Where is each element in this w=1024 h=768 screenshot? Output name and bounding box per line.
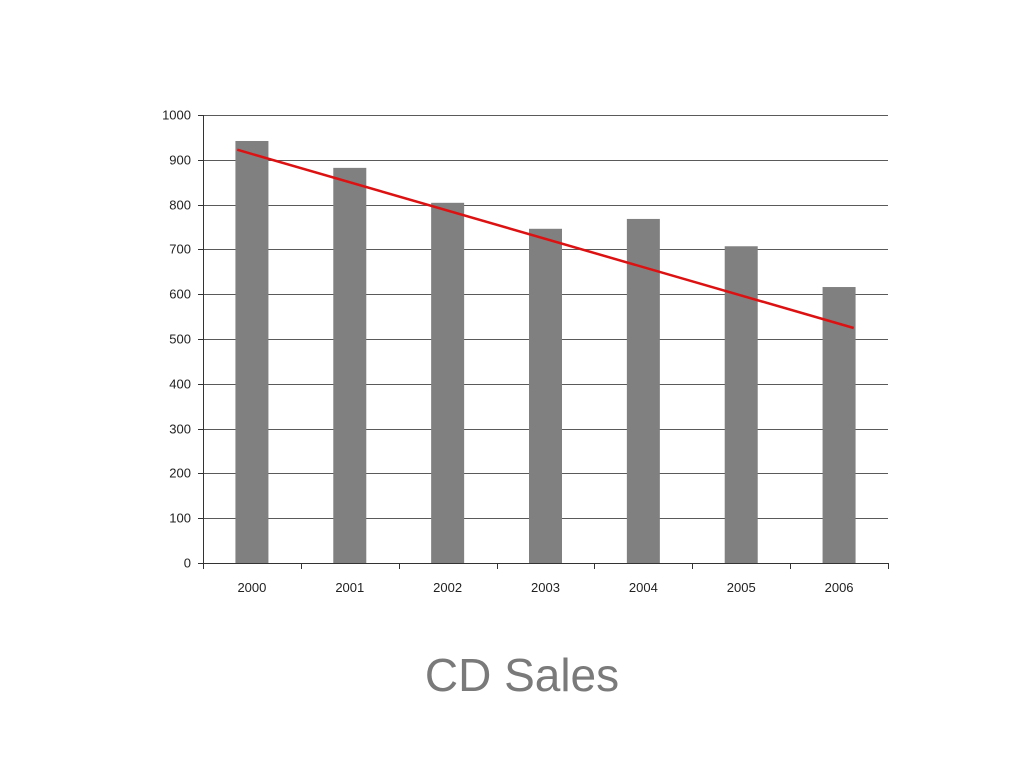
y-tick-label: 400 xyxy=(169,377,191,392)
y-tick-label: 700 xyxy=(169,242,191,257)
x-tick-label: 2006 xyxy=(825,580,854,595)
bars xyxy=(235,140,856,564)
cd-sales-bar-chart: 0 100 200 300 400 500 600 700 800 900 1000 2000 2001… xyxy=(162,108,889,596)
x-tick-label: 2003 xyxy=(531,580,560,595)
bar-2001 xyxy=(333,167,367,563)
bar-2002 xyxy=(431,202,465,564)
y-tick-label: 300 xyxy=(169,422,191,437)
y-tick-label: 900 xyxy=(169,153,191,168)
x-tick-label: 2000 xyxy=(237,580,266,595)
x-tick-label: 2004 xyxy=(629,580,658,595)
bar-2004 xyxy=(626,218,660,563)
x-tick-label: 2005 xyxy=(727,580,756,595)
bar-2005 xyxy=(724,246,758,563)
bar-2006 xyxy=(822,287,856,563)
y-tick-label: 500 xyxy=(169,332,191,347)
y-tick-label: 0 xyxy=(184,556,191,571)
trendline-group xyxy=(236,148,855,330)
x-tick-label: 2002 xyxy=(433,580,462,595)
y-tick-label: 200 xyxy=(169,466,191,481)
y-tick-label: 1000 xyxy=(162,108,191,123)
trendline xyxy=(236,148,855,330)
slide-title: CD Sales xyxy=(424,649,620,701)
x-tick-label: 2001 xyxy=(335,580,364,595)
tick-labels: 0 100 200 300 400 500 600 700 800 900 1000 2000 2001… xyxy=(162,108,853,596)
y-tick-label: 100 xyxy=(169,511,191,526)
y-tick-label: 600 xyxy=(169,287,191,302)
bar-2000 xyxy=(235,140,269,563)
axes xyxy=(198,115,889,569)
y-tick-label: 800 xyxy=(169,198,191,213)
bar-2003 xyxy=(529,228,562,564)
